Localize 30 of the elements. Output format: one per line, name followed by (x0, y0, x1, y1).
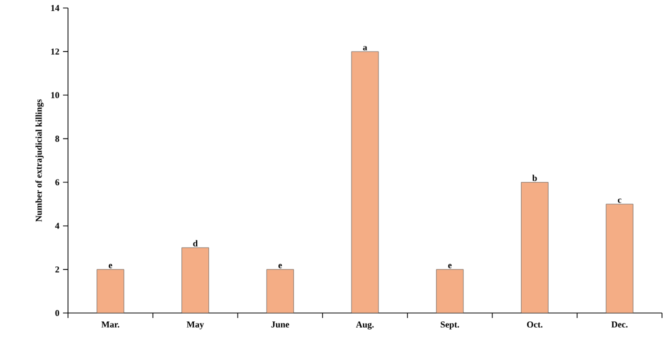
x-tick-label: Dec. (611, 322, 628, 328)
bar (182, 247, 209, 313)
data-label: c (618, 198, 622, 203)
x-tick-label: Aug. (356, 322, 374, 330)
y-tick-label: 6 (55, 179, 60, 186)
bar (266, 269, 294, 313)
y-tick-label: 2 (55, 266, 60, 272)
data-label: d (193, 240, 198, 246)
data-label: a (363, 46, 368, 50)
x-tick-label: June (271, 322, 290, 328)
bar (436, 269, 464, 313)
data-label: b (532, 174, 537, 182)
x-tick-label: May (186, 322, 204, 330)
y-tick-label: 14 (51, 5, 60, 11)
bar (96, 269, 124, 313)
data-label: e (108, 264, 112, 268)
x-tick-label: Mar. (101, 322, 120, 328)
x-tick-label: Oct. (527, 322, 542, 328)
data-label: e (278, 264, 282, 268)
x-tick-label: Sept. (440, 322, 460, 330)
bar (351, 51, 379, 313)
y-tick-label: 10 (51, 92, 60, 98)
bar (606, 204, 634, 313)
bar (521, 182, 548, 313)
y-axis-title: Number of extrajudicial killings (35, 99, 44, 222)
y-tick-label: 4 (55, 222, 60, 229)
y-tick-label: 12 (51, 48, 60, 55)
y-tick-label: 0 (55, 310, 60, 316)
data-label: e (448, 264, 452, 268)
y-tick-label: 8 (55, 136, 60, 142)
